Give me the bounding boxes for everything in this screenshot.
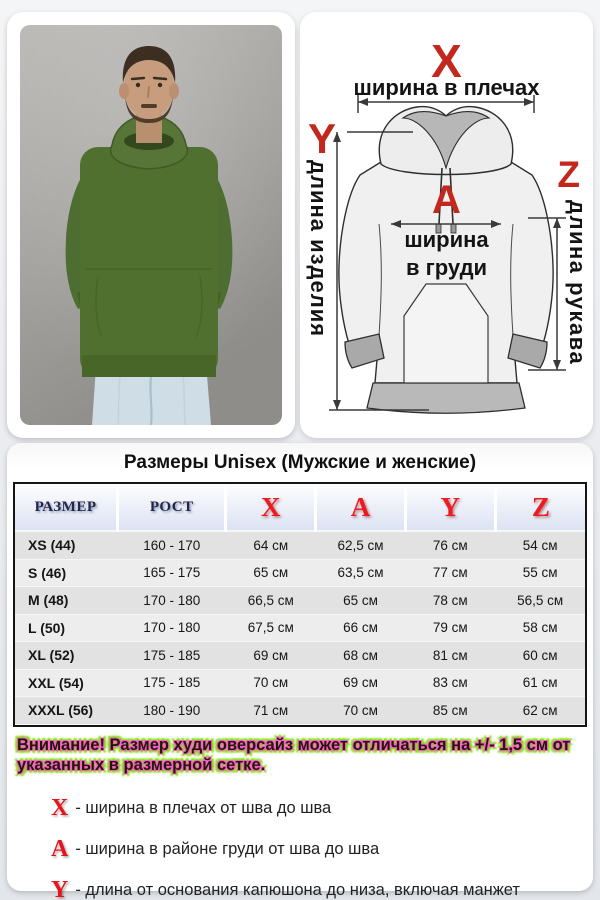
legend-text-a: - ширина в районе груди от шва до шва (75, 839, 380, 858)
legend-item-x: X - ширина в плечах от шва до шва (51, 790, 573, 826)
size-table-title: Размеры Unisex (Мужские и женские) (123, 452, 477, 473)
cell-size: M (48) (15, 586, 118, 615)
cell-y: 77 см (405, 559, 496, 587)
table-row: XXXL (56) 180 - 190 71 см 70 см 85 см 62… (15, 696, 585, 725)
legend-letter-y: Y (51, 876, 69, 900)
cell-z: 56,5 см (495, 586, 585, 615)
size-info-card: Размеры Unisex (Мужские и женские) РАЗМЕ… (7, 443, 593, 900)
cell-size: XXXL (56) (15, 696, 118, 725)
model-photo-card (7, 12, 295, 438)
cell-z: 61 см (495, 669, 585, 697)
table-row: S (46) 165 - 175 65 см 63,5 см 77 см 55 … (15, 559, 585, 587)
cell-height: 170 - 180 (117, 586, 226, 615)
header-height: РОСТ (117, 484, 228, 532)
cell-y: 83 см (405, 669, 496, 697)
cell-z: 54 см (495, 531, 585, 560)
cell-z: 62 см (495, 696, 585, 725)
cell-x: 70 см (225, 669, 316, 697)
diagram-label-chest-width: ширина в груди (404, 227, 489, 280)
cell-a: 70 см (315, 696, 406, 725)
cell-height: 180 - 190 (117, 696, 226, 725)
cell-x: 67,5 см (225, 614, 316, 642)
legend-text-y: - длина от основания капюшона до низа, в… (75, 880, 520, 899)
table-row: XS (44) 160 - 170 64 см 62,5 см 76 см 54… (15, 531, 585, 560)
cell-height: 165 - 175 (117, 559, 226, 587)
cell-a: 68 см (315, 641, 406, 670)
legend-text-x: - ширина в плечах от шва до шва (75, 798, 332, 817)
cell-x: 66,5 см (225, 586, 316, 615)
cell-x: 64 см (225, 531, 316, 560)
cell-x: 69 см (225, 641, 316, 670)
hoodie-diagram-drawing (329, 95, 566, 414)
diagram-label-garment-length: длина изделия (306, 160, 331, 338)
cell-a: 66 см (315, 614, 406, 642)
cell-y: 76 см (405, 531, 496, 560)
legend-item-y: Y - длина от основания капюшона до низа, … (51, 872, 573, 900)
cell-z: 58 см (495, 614, 585, 642)
diagram-label-shoulder-width: ширина в плечах (353, 75, 540, 100)
table-header-row: РАЗМЕР РОСТ X A Y Z (15, 484, 585, 532)
table-row: XL (52) 175 - 185 69 см 68 см 81 см 60 с… (15, 641, 585, 670)
cell-a: 63,5 см (315, 559, 406, 587)
table-row: M (48) 170 - 180 66,5 см 65 см 78 см 56,… (15, 586, 585, 615)
cell-a: 62,5 см (315, 531, 406, 560)
cell-size: XS (44) (15, 531, 118, 560)
cell-height: 175 - 185 (117, 641, 226, 670)
cell-z: 60 см (495, 641, 585, 670)
cell-a: 69 см (315, 669, 406, 697)
legend-letter-x: X (51, 794, 69, 821)
legend-item-a: A - ширина в районе груди от шва до шва (51, 831, 573, 867)
table-row: XXL (54) 175 - 185 70 см 69 см 83 см 61 … (15, 669, 585, 697)
cell-height: 175 - 185 (117, 669, 226, 697)
cell-y: 78 см (405, 586, 496, 615)
header-size: РАЗМЕР (15, 484, 120, 532)
measurement-diagram-card: X ширина в плечах Y длина изделия Z длин… (300, 12, 593, 438)
legend-letter-a: A (51, 835, 69, 862)
cell-height: 160 - 170 (117, 531, 226, 560)
table-row: L (50) 170 - 180 67,5 см 66 см 79 см 58 … (15, 614, 585, 642)
measurement-legend: X - ширина в плечах от шва до шва A - шири… (13, 780, 587, 900)
cell-x: 71 см (225, 696, 316, 725)
size-warning-text: Внимание! Размер худи оверсайз может отл… (17, 735, 571, 775)
diagram-letter-y: Y (308, 115, 337, 162)
size-table: РАЗМЕР РОСТ X A Y Z XS (44) 160 - 170 64… (13, 482, 587, 727)
diagram-letter-x: X (431, 35, 462, 87)
header-y: Y (405, 484, 497, 532)
cell-size: L (50) (15, 614, 118, 642)
diagram-letter-a: A (432, 178, 461, 222)
cell-x: 65 см (225, 559, 316, 587)
header-z: Z (495, 484, 585, 532)
cell-a: 65 см (315, 586, 406, 615)
diagram-label-sleeve-length: длина рукава (565, 200, 590, 366)
cell-size: XL (52) (15, 641, 118, 670)
header-x: X (225, 484, 318, 532)
header-a: A (315, 484, 407, 532)
cell-y: 79 см (405, 614, 496, 642)
model-photo (20, 25, 282, 425)
cell-height: 170 - 180 (117, 614, 226, 642)
cell-y: 85 см (405, 696, 496, 725)
cell-size: XXL (54) (15, 669, 118, 697)
cell-size: S (46) (15, 559, 118, 587)
top-row: X ширина в плечах Y длина изделия Z длин… (7, 12, 593, 438)
diagram-letter-z: Z (557, 154, 580, 195)
cell-y: 81 см (405, 641, 496, 670)
cell-z: 55 см (495, 559, 585, 587)
